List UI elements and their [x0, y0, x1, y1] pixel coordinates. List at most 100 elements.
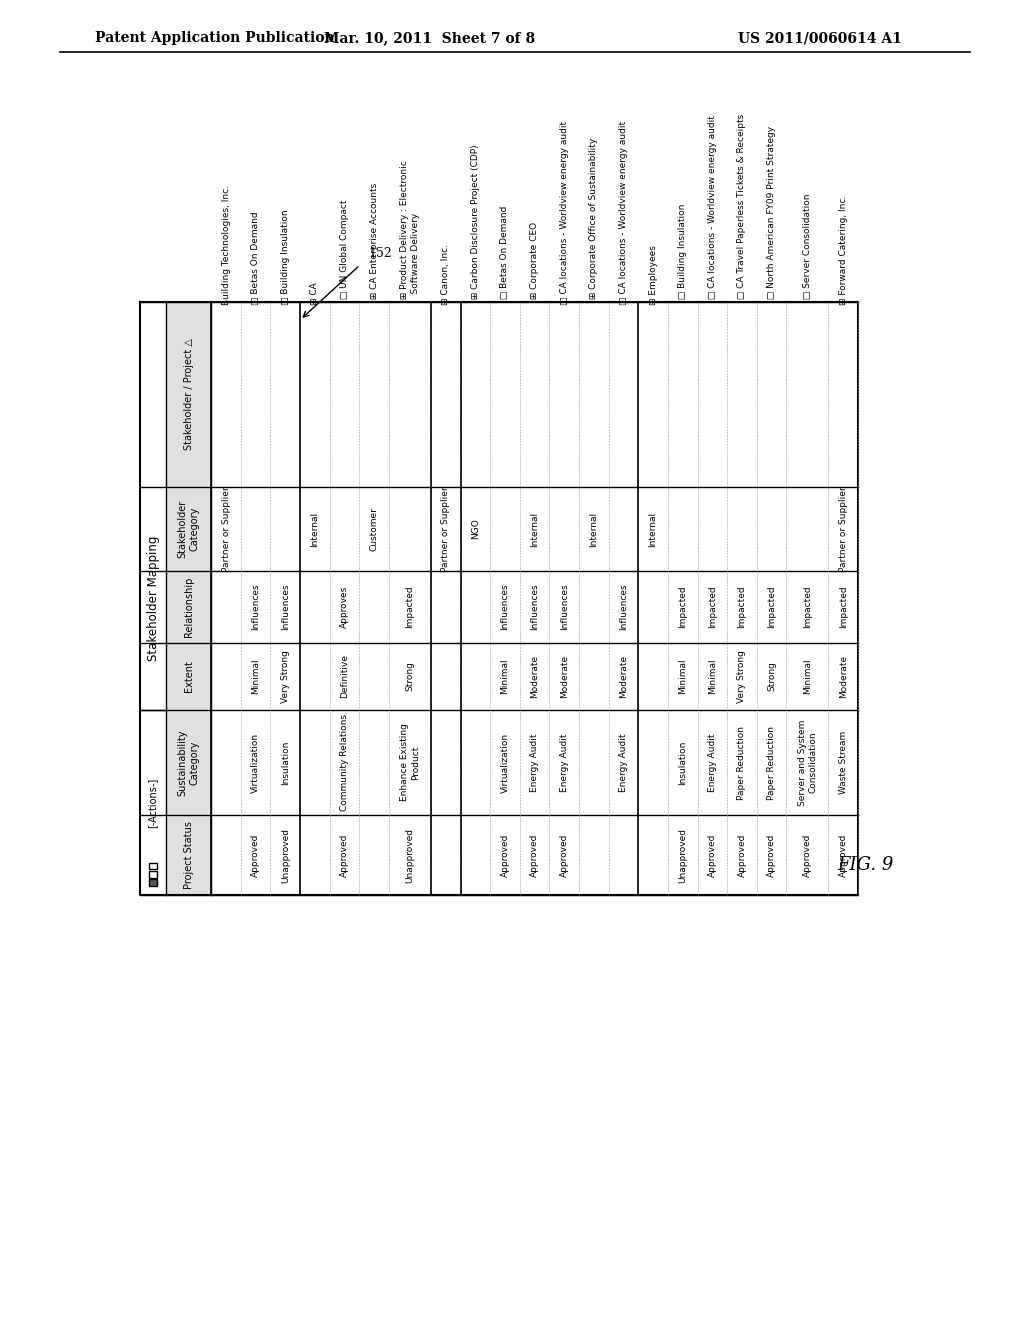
Text: Approved: Approved: [839, 833, 848, 876]
Text: Paper Reduction: Paper Reduction: [737, 726, 746, 800]
Text: ⊞ Product Delivery : Electronic
    Software Delivery: ⊞ Product Delivery : Electronic Software…: [400, 161, 420, 305]
Bar: [150, 863, 157, 870]
Text: □ Betas On Demand: □ Betas On Demand: [501, 206, 510, 305]
Text: Approved: Approved: [767, 833, 776, 876]
Text: Approved: Approved: [737, 833, 746, 876]
Text: Minimal: Minimal: [678, 659, 687, 694]
Text: Extent: Extent: [183, 660, 194, 692]
Text: Partner or Supplier: Partner or Supplier: [839, 486, 848, 572]
Text: ⊞ Canon, Inc.: ⊞ Canon, Inc.: [441, 244, 451, 305]
Text: □ CA locations - Worldview energy audit: □ CA locations - Worldview energy audit: [618, 121, 628, 305]
Text: Stakeholder / Project △: Stakeholder / Project △: [183, 339, 194, 450]
Text: Community Relations: Community Relations: [340, 714, 349, 810]
Text: Impacted: Impacted: [678, 586, 687, 628]
Text: Very Strong: Very Strong: [737, 649, 746, 702]
Text: Minimal: Minimal: [708, 659, 717, 694]
Text: Minimal: Minimal: [251, 659, 260, 694]
Text: Moderate: Moderate: [839, 655, 848, 698]
Text: Paper Reduction: Paper Reduction: [767, 726, 776, 800]
Text: Approves: Approves: [340, 586, 349, 628]
Text: NGO: NGO: [471, 519, 480, 540]
Text: FIG. 9: FIG. 9: [837, 855, 893, 874]
Text: Influences: Influences: [618, 583, 628, 630]
Text: Insulation: Insulation: [678, 741, 687, 784]
Text: Internal: Internal: [648, 512, 657, 546]
Text: ⊞ CA: ⊞ CA: [310, 282, 319, 305]
Text: ⊞ Carbon Disclosure Project (CDP): ⊞ Carbon Disclosure Project (CDP): [471, 145, 480, 305]
Text: Project Status: Project Status: [183, 821, 194, 888]
Text: Impacted: Impacted: [737, 586, 746, 628]
Text: Unapproved: Unapproved: [678, 828, 687, 883]
Text: Minimal: Minimal: [803, 659, 812, 694]
Text: Partner or Supplier: Partner or Supplier: [221, 486, 230, 572]
Text: Influences: Influences: [530, 583, 539, 630]
Text: □ Server Consolidation: □ Server Consolidation: [803, 194, 812, 305]
Text: Energy Audit: Energy Audit: [530, 734, 539, 792]
Text: Impacted: Impacted: [406, 586, 415, 628]
Text: ⊞ Forward Catering, Inc.: ⊞ Forward Catering, Inc.: [839, 195, 848, 305]
Text: Virtualization: Virtualization: [501, 733, 510, 792]
Text: Patent Application Publication: Patent Application Publication: [95, 30, 335, 45]
Text: Strong: Strong: [767, 661, 776, 692]
Text: □ UN Global Compact: □ UN Global Compact: [340, 199, 349, 305]
Text: Waste Stream: Waste Stream: [839, 731, 848, 795]
Text: Energy Audit: Energy Audit: [560, 734, 568, 792]
Text: Building Technologies, Inc.: Building Technologies, Inc.: [221, 185, 230, 305]
Text: Impacted: Impacted: [767, 586, 776, 628]
Text: 152: 152: [368, 247, 392, 260]
Text: Approved: Approved: [708, 833, 717, 876]
Text: □ CA locations - Worldview energy audit: □ CA locations - Worldview energy audit: [560, 121, 568, 305]
Text: Approved: Approved: [803, 833, 812, 876]
Text: Definitive: Definitive: [340, 655, 349, 698]
Text: Approved: Approved: [340, 833, 349, 876]
Text: Unapproved: Unapproved: [406, 828, 415, 883]
Text: ⊞ CA Enterprise Accounts: ⊞ CA Enterprise Accounts: [370, 183, 379, 305]
Text: Moderate: Moderate: [530, 655, 539, 698]
Text: ⊞ Corporate CEO: ⊞ Corporate CEO: [530, 222, 539, 305]
Text: □ North American FY09 Print Strategy: □ North American FY09 Print Strategy: [767, 127, 776, 305]
Text: Stakeholder Mapping: Stakeholder Mapping: [146, 536, 160, 661]
Text: Approved: Approved: [501, 833, 510, 876]
Text: □ Building Insulation: □ Building Insulation: [678, 203, 687, 305]
Text: Customer: Customer: [370, 507, 379, 550]
Text: □ Building Insulation: □ Building Insulation: [281, 210, 290, 305]
Text: Impacted: Impacted: [803, 586, 812, 628]
Text: Unapproved: Unapproved: [281, 828, 290, 883]
Text: Impacted: Impacted: [839, 586, 848, 628]
Bar: [150, 879, 157, 886]
Text: Influences: Influences: [281, 583, 290, 630]
Text: Approved: Approved: [251, 833, 260, 876]
Text: [-Actions-]: [-Actions-]: [146, 777, 157, 828]
Text: Minimal: Minimal: [501, 659, 510, 694]
Bar: [166, 302, 211, 895]
Text: Approved: Approved: [560, 833, 568, 876]
Text: Impacted: Impacted: [708, 586, 717, 628]
Text: Partner or Supplier: Partner or Supplier: [441, 486, 451, 572]
Text: Influences: Influences: [560, 583, 568, 630]
Text: Virtualization: Virtualization: [251, 733, 260, 792]
Text: Internal: Internal: [530, 512, 539, 546]
Text: □ CA locations - Worldview energy audit: □ CA locations - Worldview energy audit: [708, 115, 717, 305]
Text: □ Betas On Demand: □ Betas On Demand: [251, 211, 260, 305]
Text: Moderate: Moderate: [618, 655, 628, 698]
Text: Approved: Approved: [530, 833, 539, 876]
Text: Strong: Strong: [406, 661, 415, 692]
Text: Stakeholder
Category: Stakeholder Category: [178, 500, 200, 558]
Bar: [150, 871, 157, 878]
Text: Energy Audit: Energy Audit: [618, 734, 628, 792]
Text: Influences: Influences: [251, 583, 260, 630]
Text: Server and System
Consolidation: Server and System Consolidation: [798, 719, 817, 805]
Text: Influences: Influences: [501, 583, 510, 630]
Text: US 2011/0060614 A1: US 2011/0060614 A1: [738, 30, 902, 45]
Text: Relationship: Relationship: [183, 577, 194, 638]
Text: □ CA Travel Paperless Tickets & Receipts: □ CA Travel Paperless Tickets & Receipts: [737, 114, 746, 305]
Text: Energy Audit: Energy Audit: [708, 734, 717, 792]
Text: Moderate: Moderate: [560, 655, 568, 698]
Text: Insulation: Insulation: [281, 741, 290, 784]
Text: Internal: Internal: [590, 512, 598, 546]
Text: Very Strong: Very Strong: [281, 649, 290, 702]
Text: Sustainability
Category: Sustainability Category: [178, 729, 200, 796]
Text: ⊞ Employees: ⊞ Employees: [648, 246, 657, 305]
Text: ⊞ Corporate Office of Sustainability: ⊞ Corporate Office of Sustainability: [590, 139, 598, 305]
Text: Mar. 10, 2011  Sheet 7 of 8: Mar. 10, 2011 Sheet 7 of 8: [325, 30, 536, 45]
